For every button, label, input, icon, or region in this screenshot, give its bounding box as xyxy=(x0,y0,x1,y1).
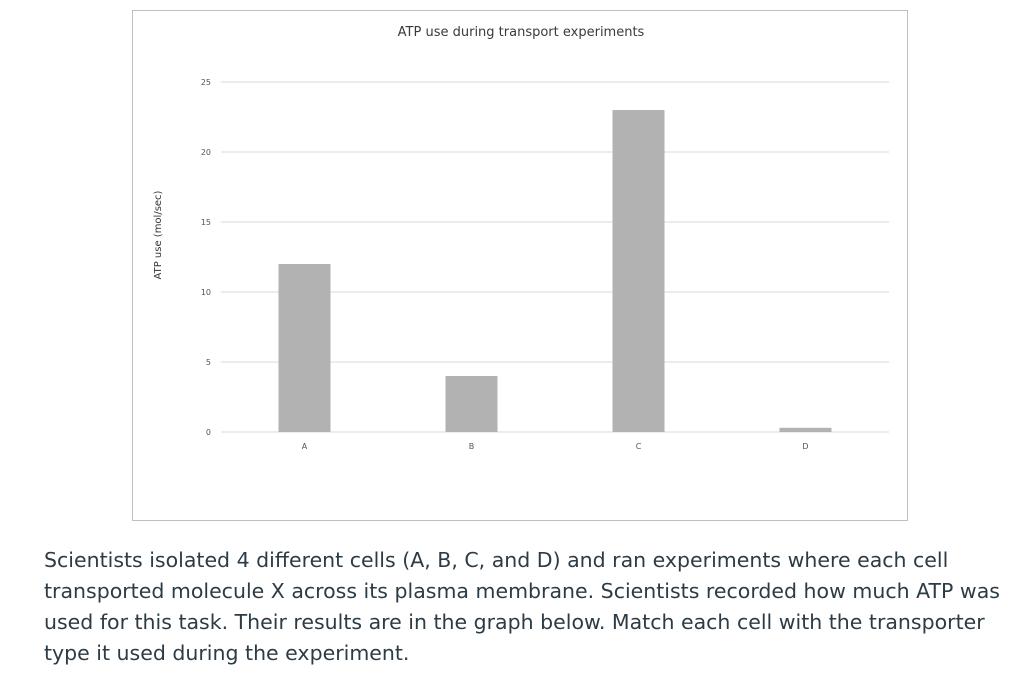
gridlines xyxy=(221,81,889,433)
y-tick-label: 10 xyxy=(201,288,211,297)
y-tick-labels: 0 5 10 15 20 25 xyxy=(201,78,211,437)
question-caption: Scientists isolated 4 different cells (A… xyxy=(44,548,1000,665)
bars xyxy=(278,110,832,432)
bar-D xyxy=(779,427,832,432)
y-tick-label: 0 xyxy=(206,428,211,437)
x-tick-labels: A B C D xyxy=(302,442,809,451)
bar-A xyxy=(278,264,331,432)
y-tick-label: 15 xyxy=(201,218,211,227)
bar-chart: ATP use during transport experiments ATP… xyxy=(153,25,889,451)
y-tick-label: 20 xyxy=(201,148,211,157)
bar-C xyxy=(612,110,665,432)
x-tick-label: A xyxy=(302,442,308,451)
bar-B xyxy=(445,376,498,432)
chart-title: ATP use during transport experiments xyxy=(398,25,645,40)
chart-frame: ATP use during transport experiments ATP… xyxy=(132,10,908,521)
y-axis-label: ATP use (mol/sec) xyxy=(153,190,164,279)
y-tick-label: 5 xyxy=(206,358,211,367)
y-tick-label: 25 xyxy=(201,78,211,87)
x-tick-label: D xyxy=(802,442,808,451)
x-tick-label: B xyxy=(469,442,475,451)
x-tick-label: C xyxy=(636,442,642,451)
